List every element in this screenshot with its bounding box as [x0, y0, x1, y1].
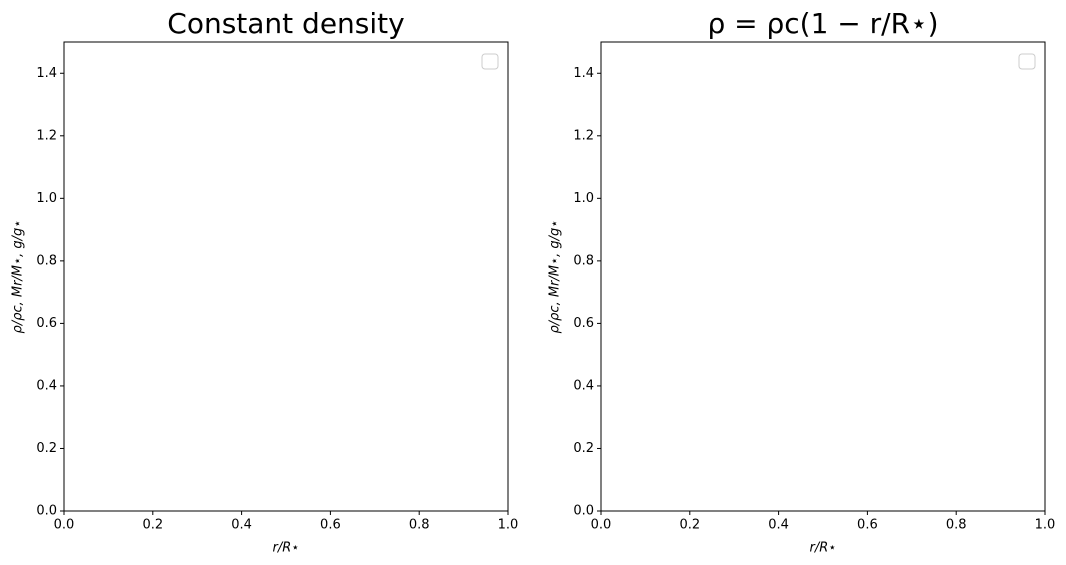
x-tick-label: 0.6	[857, 518, 878, 533]
chart-title: Constant density	[167, 7, 404, 40]
x-tick-label: 0.6	[320, 518, 341, 533]
y-tick-label: 0.8	[36, 253, 57, 268]
y-tick-label: 1.0	[36, 191, 57, 206]
y-tick-label: 1.2	[36, 128, 57, 143]
y-tick-label: 1.2	[573, 128, 594, 143]
y-tick-label: 1.4	[573, 66, 594, 81]
y-tick-label: 0.2	[36, 441, 57, 456]
legend	[1018, 53, 1036, 70]
y-tick-label: 0.6	[36, 316, 57, 331]
plot-area	[600, 41, 1046, 512]
y-tick-label: 1.4	[36, 66, 57, 81]
x-tick-label: 0.4	[768, 518, 789, 533]
x-tick-label: 0.0	[591, 518, 612, 533]
x-tick-label: 0.2	[142, 518, 163, 533]
y-axis-label: ρ/ρc, Mr/M⋆, g/g⋆	[548, 220, 563, 334]
y-tick-label: 0.2	[573, 441, 594, 456]
x-tick-label: 0.8	[946, 518, 967, 533]
y-tick-label: 0.0	[573, 504, 594, 519]
y-tick-label: 0.4	[36, 378, 57, 393]
x-tick-label: 0.4	[231, 518, 252, 533]
y-tick-label: 0.8	[573, 253, 594, 268]
x-axis-label: r/R⋆	[810, 541, 837, 556]
y-axis-label: ρ/ρc, Mr/M⋆, g/g⋆	[11, 220, 26, 334]
x-tick-label: 0.0	[54, 518, 75, 533]
plot-area	[63, 41, 509, 512]
y-tick-label: 0.4	[573, 378, 594, 393]
x-tick-label: 0.8	[409, 518, 430, 533]
legend	[481, 53, 499, 70]
x-tick-label: 0.2	[679, 518, 700, 533]
chart-title: ρ = ρc(1 − r/R⋆)	[707, 7, 938, 40]
y-tick-label: 0.0	[36, 504, 57, 519]
y-tick-label: 1.0	[573, 191, 594, 206]
x-tick-label: 1.0	[498, 518, 519, 533]
x-tick-label: 1.0	[1035, 518, 1056, 533]
x-axis-label: r/R⋆	[273, 541, 300, 556]
y-tick-label: 0.6	[573, 316, 594, 331]
